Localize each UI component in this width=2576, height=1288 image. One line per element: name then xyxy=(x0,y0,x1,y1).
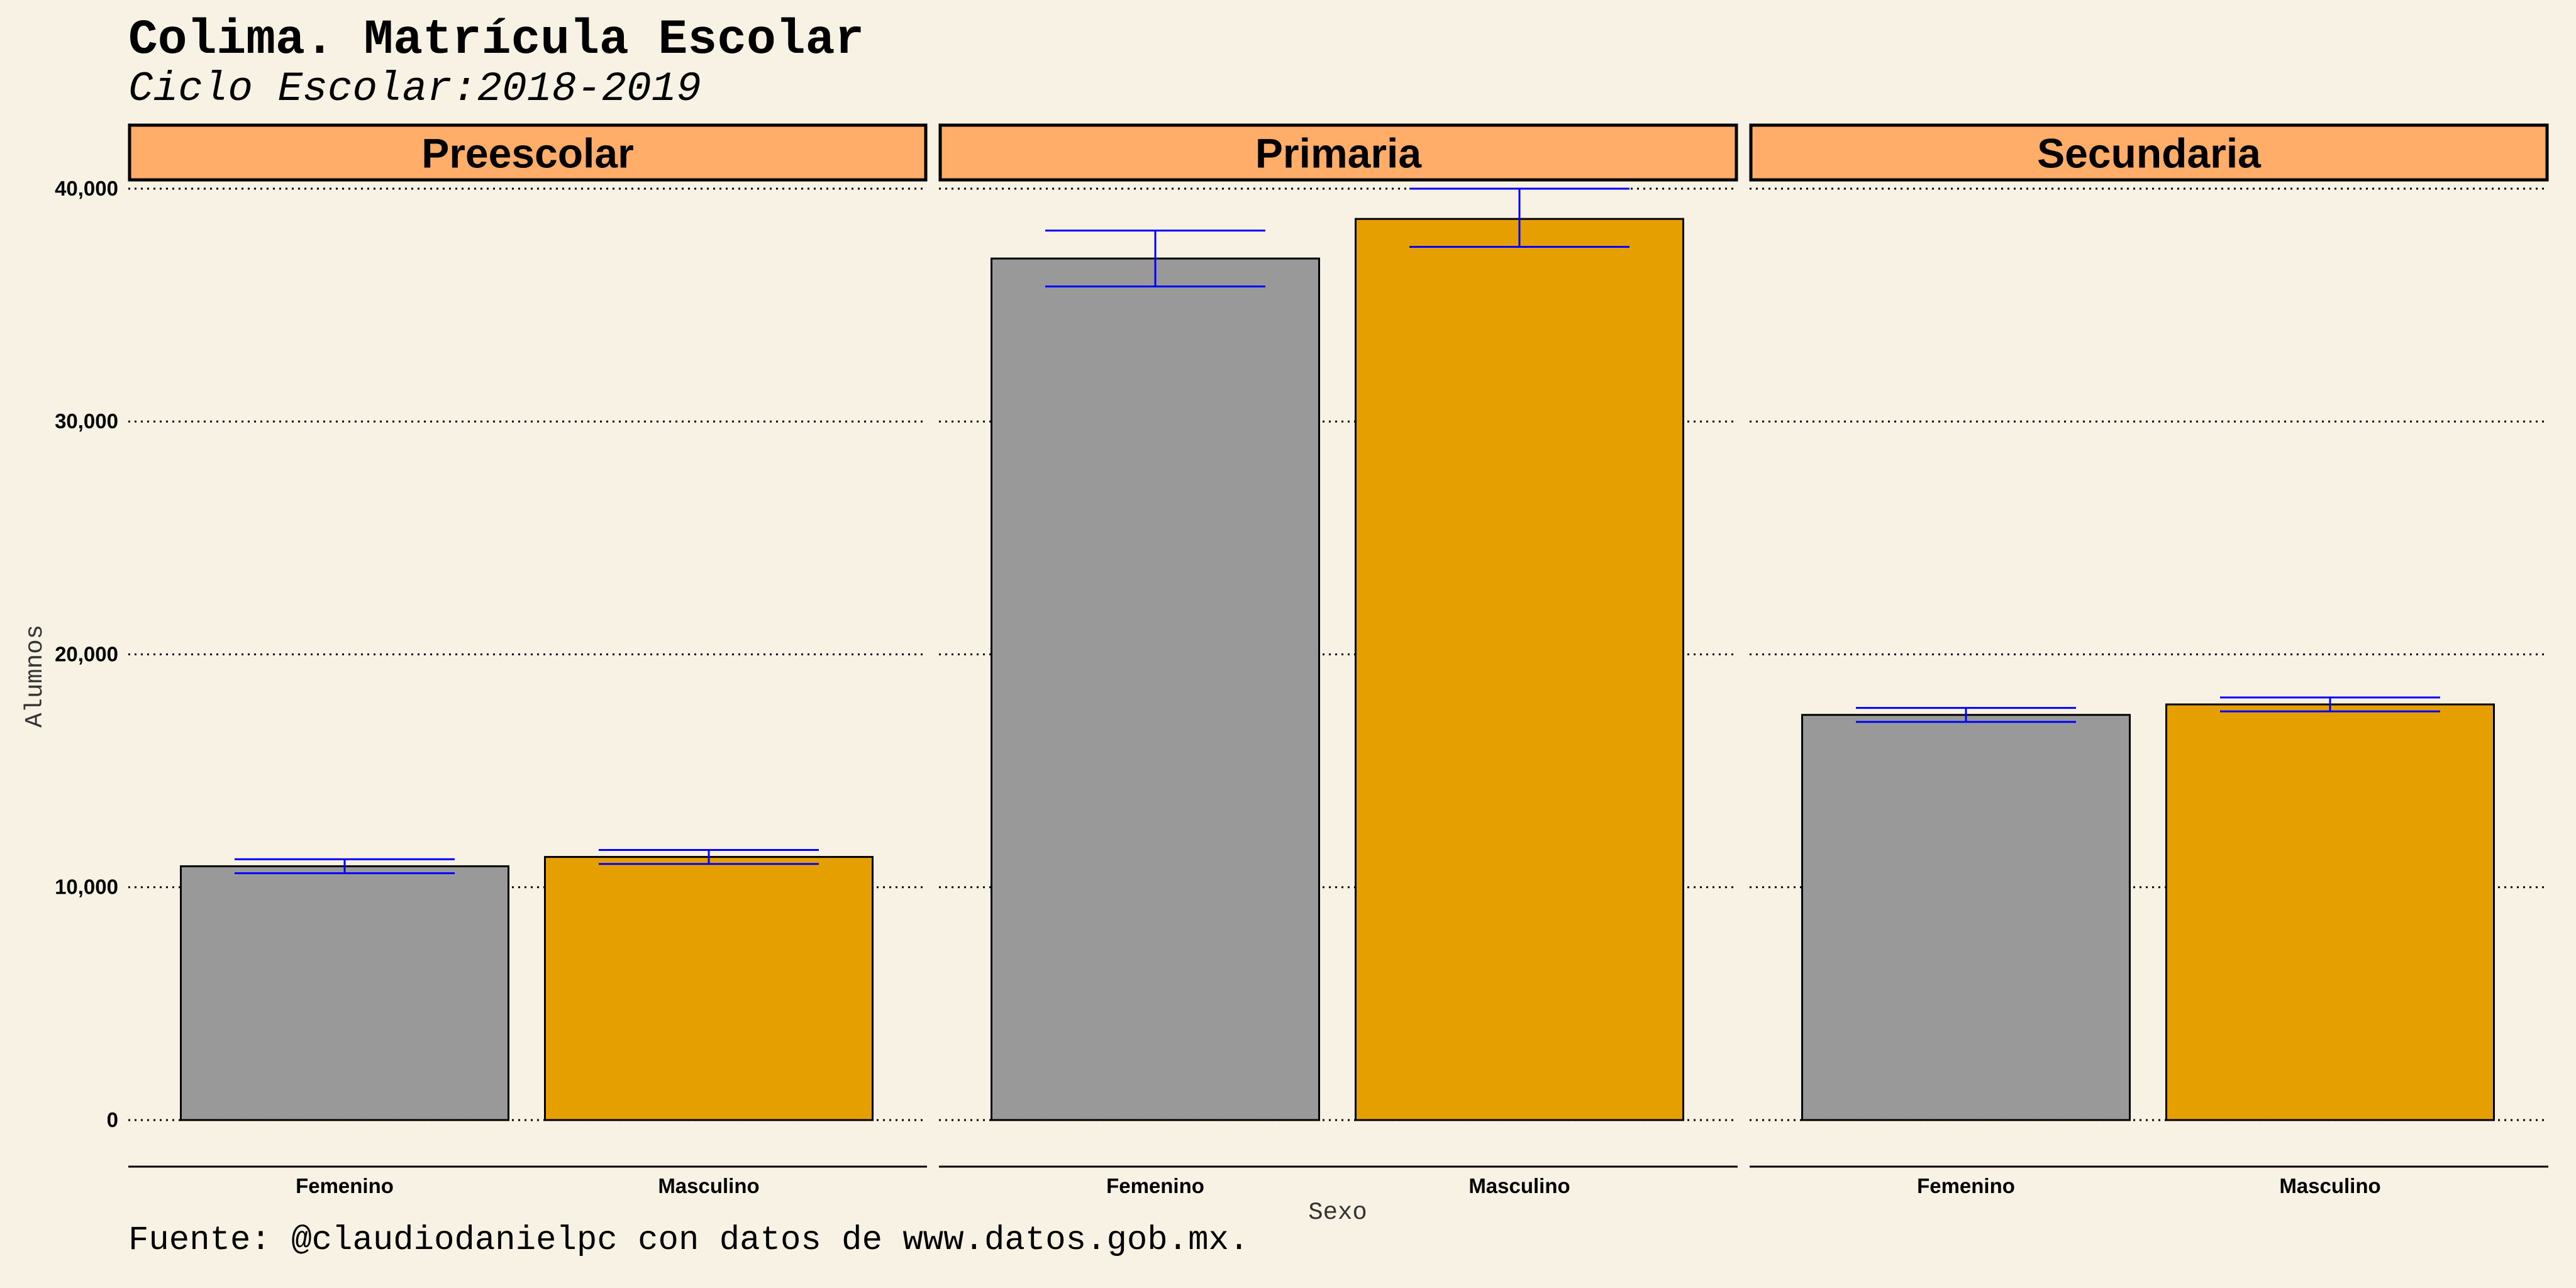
chart-caption: Fuente: @claudiodanielpc con datos de ww… xyxy=(128,1221,1250,1260)
x-tick-label: Femenino xyxy=(1917,1174,2015,1197)
facet-strip xyxy=(938,123,1738,182)
x-tick-label: Femenino xyxy=(1106,1174,1204,1197)
y-axis-title: Alumnos xyxy=(21,625,49,728)
x-axis-title: Sexo xyxy=(1308,1199,1367,1226)
y-tick-label: 40,000 xyxy=(55,177,118,200)
chart-title: Colima. Matrícula Escolar xyxy=(128,13,865,68)
y-tick-label: 20,000 xyxy=(55,642,118,665)
facet-strip-label: Preescolar xyxy=(421,130,634,177)
bar-preescolar-masculino xyxy=(544,856,874,1121)
bar-secundaria-masculino xyxy=(2165,703,2495,1121)
y-tick-label: 0 xyxy=(107,1108,118,1131)
x-tick-label: Femenino xyxy=(296,1174,394,1197)
facet-strip-label: Secundaria xyxy=(2037,130,2262,177)
chart-panels: 0 10,000 20,000 30,000 40,000 Preescolar Femen… xyxy=(55,123,2549,1197)
x-tick-label: Masculino xyxy=(658,1174,759,1197)
x-tick-label: Masculino xyxy=(1468,1174,1570,1197)
y-tick-label: 30,000 xyxy=(55,409,118,433)
bar-primaria-femenino xyxy=(991,257,1320,1121)
facet-strip xyxy=(128,123,928,182)
facet-strip-label: Primaria xyxy=(1255,130,1422,177)
y-tick-label: 10,000 xyxy=(55,875,118,899)
chart-subtitle: Ciclo Escolar:2018-2019 xyxy=(128,65,701,113)
bar-preescolar-femenino xyxy=(180,865,509,1121)
x-tick-label: Masculino xyxy=(2279,1174,2380,1197)
facet-strip xyxy=(1749,123,2549,182)
bar-secundaria-femenino xyxy=(1801,714,2131,1121)
bar-primaria-masculino xyxy=(1355,218,1684,1121)
